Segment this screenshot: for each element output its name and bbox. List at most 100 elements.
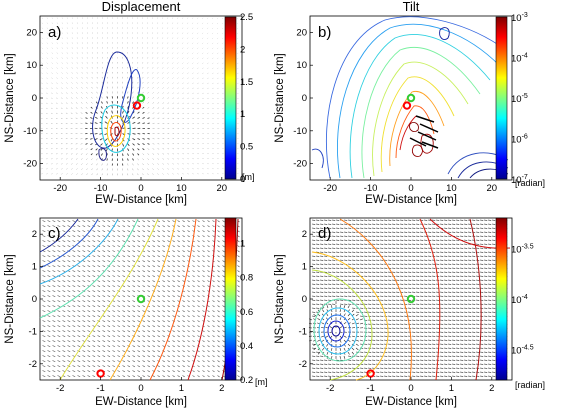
x-tick-label: -10 bbox=[364, 183, 378, 194]
panel-b-colorbar-unit: [radian] bbox=[515, 178, 545, 188]
y-tick-label: 20 bbox=[296, 27, 307, 38]
panel-b-markers bbox=[402, 93, 416, 110]
y-tick-label: 2 bbox=[302, 229, 307, 240]
colorbar-tick-label: 2.5 bbox=[240, 12, 253, 23]
y-tick-label: 10 bbox=[296, 60, 307, 71]
panel-b-axes bbox=[309, 15, 513, 181]
panel-b-contours bbox=[312, 17, 508, 178]
panel-a: Displacement a) -20 -10 0 10 20 20100-10-20 … bbox=[4, 0, 255, 206]
colorbar-tick-label: 2 bbox=[240, 44, 245, 55]
y-tick-label: -20 bbox=[23, 159, 37, 170]
panel-a-x-ticks: -20 -10 0 10 20 bbox=[53, 177, 227, 194]
colorbar-tick-label: 10-4 bbox=[511, 53, 528, 65]
panel-b: Tilt b) bbox=[274, 0, 545, 206]
panel-b-x-axis-label: EW-Distance [km] bbox=[365, 194, 457, 206]
green-circle-marker bbox=[136, 294, 146, 304]
panel-a-y-ticks: 20 10 0 -10 -20 bbox=[23, 27, 43, 170]
colorbar-tick-label: 10-7 bbox=[511, 174, 528, 186]
x-tick-label: -1 bbox=[96, 383, 104, 394]
panel-b-label: b) bbox=[318, 24, 331, 41]
y-tick-label: -20 bbox=[293, 159, 307, 170]
panel-b-arrows bbox=[409, 115, 439, 149]
panel-c-x-ticks: -2 -1 0 1 2 bbox=[56, 377, 224, 394]
colorbar-tick-label: 10-4.5 bbox=[511, 345, 534, 357]
panel-a-label: a) bbox=[48, 24, 61, 41]
y-tick-label: 1 bbox=[302, 262, 307, 273]
x-tick-label: -1 bbox=[366, 383, 374, 394]
panel-c-colorbar bbox=[224, 217, 237, 381]
red-circle-marker bbox=[366, 369, 375, 378]
panel-a-axes bbox=[39, 15, 243, 181]
colorbar-tick-label: 0.4 bbox=[240, 341, 253, 352]
panel-d-x-ticks: -2 -1 0 1 2 bbox=[326, 377, 494, 394]
panel-d-colorbar bbox=[495, 217, 508, 381]
panel-a-colorbar-unit: [m] bbox=[242, 172, 255, 182]
panel-c-label: c) bbox=[48, 225, 61, 242]
colorbar-tick-label: 0.6 bbox=[240, 307, 253, 318]
y-tick-label: 0 bbox=[302, 93, 307, 104]
y-tick-label: -2 bbox=[29, 359, 37, 370]
x-tick-label: 0 bbox=[408, 383, 413, 394]
x-tick-label: 0 bbox=[138, 383, 143, 394]
panel-b-y-ticks: 20 10 0 -10 -20 bbox=[293, 27, 313, 170]
x-tick-label: 20 bbox=[487, 183, 498, 194]
panel-a-colorbar bbox=[224, 16, 237, 180]
y-tick-label: 0 bbox=[32, 294, 37, 305]
panel-d-y-axis-label: NS-Distance [km] bbox=[274, 254, 286, 343]
green-circle-marker bbox=[136, 93, 146, 103]
x-tick-label: -2 bbox=[56, 383, 64, 394]
panel-c-axes bbox=[39, 217, 243, 381]
y-tick-label: 0 bbox=[302, 294, 307, 305]
colorbar-tick-label: 0 bbox=[240, 174, 245, 185]
y-tick-label: -2 bbox=[299, 359, 307, 370]
panel-b-title: Tilt bbox=[403, 0, 420, 14]
colorbar-tick-label: 10-3.5 bbox=[511, 243, 534, 255]
colorbar-tick-label: 10-4 bbox=[511, 294, 528, 306]
x-tick-label: -20 bbox=[53, 183, 67, 194]
y-tick-label: -1 bbox=[299, 326, 307, 337]
x-tick-label: 1 bbox=[449, 383, 454, 394]
panel-d-vector-field bbox=[308, 219, 508, 377]
y-tick-label: -10 bbox=[23, 126, 37, 137]
y-tick-label: -1 bbox=[29, 326, 37, 337]
colorbar-tick-label: 10-6 bbox=[511, 134, 528, 146]
red-circle-marker bbox=[402, 101, 412, 110]
panel-d-colorbar-ticks: 10-3.5 10-4 10-4.5 bbox=[511, 243, 534, 356]
colorbar-tick-label: 1 bbox=[240, 239, 245, 250]
colorbar-tick-label: 0.5 bbox=[240, 142, 253, 153]
x-tick-label: 2 bbox=[489, 383, 494, 394]
panel-b-y-axis-label: NS-Distance [km] bbox=[274, 53, 286, 142]
red-circle-marker bbox=[96, 369, 105, 378]
panel-d-y-ticks: 2 1 0 -1 -2 bbox=[299, 229, 313, 370]
red-circle-marker bbox=[132, 101, 142, 110]
panel-d-markers bbox=[366, 294, 416, 378]
panel-d: d) -2 -1 0 1 2 2 1 0 -1 -2 EW-Distance [km] NS-D… bbox=[274, 217, 545, 408]
panel-c-colorbar-ticks: 1 0.8 0.6 0.4 0.2 bbox=[240, 239, 253, 386]
panel-a-y-axis-label: NS-Distance [km] bbox=[4, 53, 16, 142]
x-tick-label: 2 bbox=[219, 383, 224, 394]
panel-a-title: Displacement bbox=[102, 0, 181, 14]
panel-c-colorbar-unit: [m] bbox=[255, 377, 268, 387]
panel-b-x-ticks: -20 -10 0 10 20 bbox=[323, 177, 497, 194]
panel-c: c) -2 -1 0 1 2 2 1 0 -1 -2 EW-Distance [km] NS-D… bbox=[4, 217, 268, 408]
green-circle-marker bbox=[406, 93, 416, 103]
colorbar-tick-label: 0.2 bbox=[240, 375, 253, 386]
x-tick-label: 0 bbox=[138, 183, 143, 194]
panel-c-y-axis-label: NS-Distance [km] bbox=[4, 254, 16, 343]
x-tick-label: 10 bbox=[446, 183, 457, 194]
panel-c-markers bbox=[96, 294, 146, 378]
panel-c-x-axis-label: EW-Distance [km] bbox=[95, 396, 187, 408]
x-tick-label: 0 bbox=[408, 183, 413, 194]
y-tick-label: 0 bbox=[32, 93, 37, 104]
panel-c-y-ticks: 2 1 0 -1 -2 bbox=[29, 229, 43, 370]
panel-d-colorbar-unit: [radian] bbox=[515, 380, 545, 390]
x-tick-label: -20 bbox=[323, 183, 337, 194]
x-tick-label: 20 bbox=[217, 183, 228, 194]
panel-a-contours bbox=[92, 51, 141, 161]
colorbar-tick-label: 1 bbox=[240, 109, 245, 120]
x-tick-label: -10 bbox=[94, 183, 108, 194]
green-circle-marker bbox=[406, 294, 416, 304]
panel-b-colorbar-ticks: 10-3 10-4 10-5 10-6 10-7 bbox=[511, 12, 528, 186]
y-tick-label: 1 bbox=[32, 262, 37, 273]
